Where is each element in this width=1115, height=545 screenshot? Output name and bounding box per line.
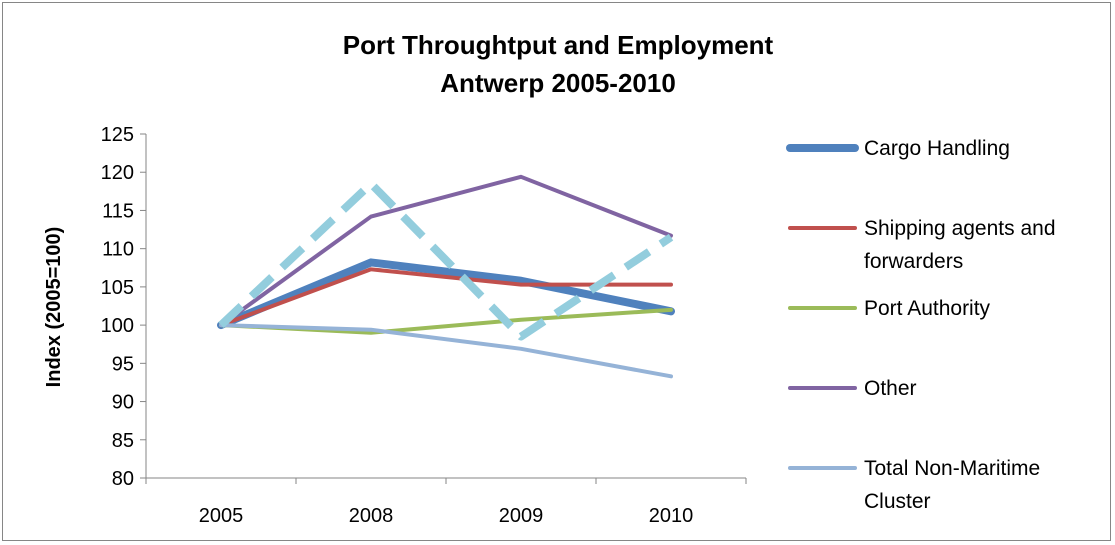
series-line-4 xyxy=(219,323,673,379)
legend-label-1: forwarders xyxy=(864,250,963,273)
series-line-3 xyxy=(219,174,673,328)
y-tick-label: 105 xyxy=(101,277,134,299)
legend-label-4: Total Non-Maritime xyxy=(864,457,1040,480)
y-tick-label: 95 xyxy=(112,353,134,375)
legend-label-4: Cluster xyxy=(864,490,931,513)
y-tick-label: 85 xyxy=(112,430,134,452)
x-tick-label: 2005 xyxy=(199,505,244,527)
legend-label-3: Other xyxy=(864,377,917,400)
chart-title-line-1: Port Throughtput and Employment xyxy=(343,30,774,60)
x-tick-label: 2009 xyxy=(499,505,544,527)
y-tick-label: 90 xyxy=(112,392,134,414)
legend-label-2: Port Authority xyxy=(864,297,991,320)
y-tick-label: 125 xyxy=(101,124,134,146)
chart-title-line-2: Antwerp 2005-2010 xyxy=(440,68,676,98)
y-axis-label: Index (2005=100) xyxy=(43,227,65,388)
series-line-2 xyxy=(219,307,673,335)
legend-label-0: Cargo Handling xyxy=(864,137,1010,160)
y-tick-label: 110 xyxy=(102,239,134,261)
y-tick-label: 80 xyxy=(112,468,134,490)
y-tick-label: 100 xyxy=(101,315,134,337)
series-line-5 xyxy=(218,179,674,341)
x-tick-label: 2010 xyxy=(649,505,694,527)
x-tick-label: 2008 xyxy=(349,505,394,527)
y-tick-label: 115 xyxy=(102,200,134,222)
y-tick-label: 120 xyxy=(101,162,134,184)
legend-label-1: Shipping agents and xyxy=(864,217,1056,240)
series-line-0 xyxy=(217,258,675,330)
